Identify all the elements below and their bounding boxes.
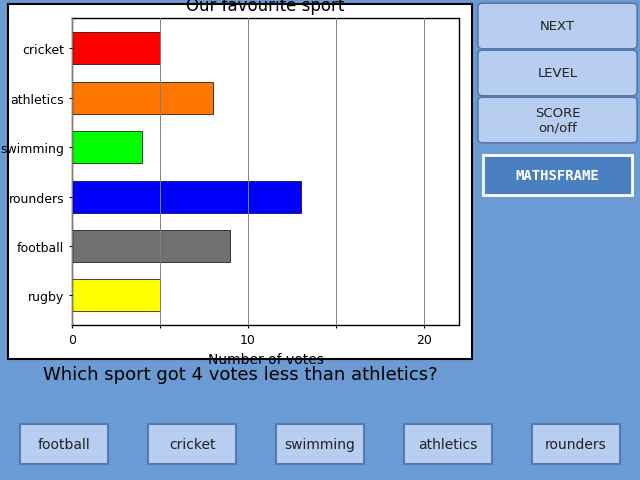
Text: football: football <box>38 437 90 451</box>
Bar <box>72 33 160 65</box>
Title: Our favourite sport: Our favourite sport <box>186 0 345 15</box>
Text: rounders: rounders <box>545 437 607 451</box>
X-axis label: Number of votes: Number of votes <box>207 352 324 366</box>
Text: NEXT: NEXT <box>540 21 575 34</box>
Text: Which sport got 4 votes less than athletics?: Which sport got 4 votes less than athlet… <box>43 365 437 383</box>
Text: swimming: swimming <box>285 437 355 451</box>
Text: athletics: athletics <box>419 437 477 451</box>
Bar <box>72 181 301 213</box>
Bar <box>72 132 143 164</box>
Bar <box>72 230 230 263</box>
Bar <box>72 83 212 115</box>
Text: LEVEL: LEVEL <box>538 67 577 80</box>
Text: cricket: cricket <box>169 437 215 451</box>
Text: MATHSFRAME: MATHSFRAME <box>516 168 600 182</box>
Bar <box>72 280 160 312</box>
Text: SCORE
on/off: SCORE on/off <box>535 107 580 135</box>
